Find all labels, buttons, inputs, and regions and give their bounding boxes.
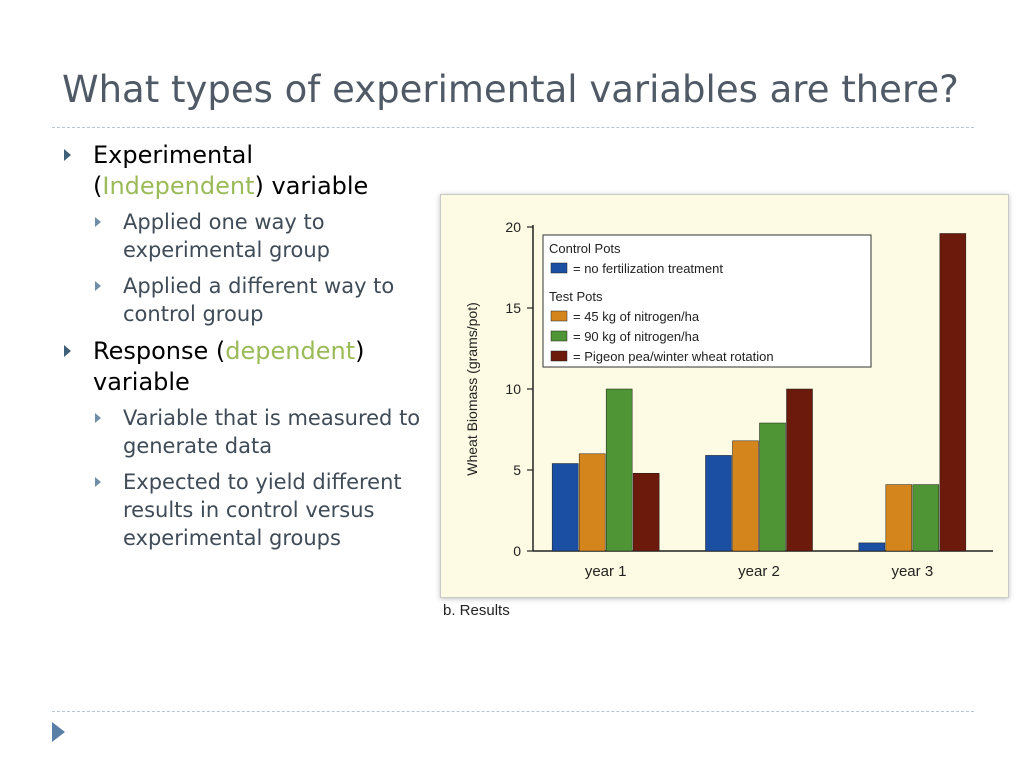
sub-bullet-list: Applied one way to experimental group Ap… bbox=[93, 208, 430, 328]
slide-title: What types of experimental variables are… bbox=[62, 68, 959, 111]
bullet-arrow-icon bbox=[64, 149, 71, 161]
bar bbox=[759, 422, 786, 552]
sub-bullet-text: Variable that is measured to generate da… bbox=[123, 406, 421, 458]
y-tick-label: 5 bbox=[513, 462, 521, 478]
legend-swatch bbox=[550, 330, 568, 342]
bullet-arrow-icon bbox=[64, 345, 71, 357]
legend-swatch bbox=[550, 262, 568, 274]
legend-entry: = Pigeon pea/winter wheat rotation bbox=[573, 349, 774, 364]
bar bbox=[939, 233, 967, 552]
legend-entry: = no fertilization treatment bbox=[573, 261, 723, 276]
bar-chart: 0 5 10 15 20 Wheat Biomass (grams/pot) year 1 y… bbox=[464, 219, 993, 580]
figure-caption: b. Results bbox=[443, 602, 510, 619]
x-tick-label: year 3 bbox=[891, 563, 933, 580]
sub-bullet-arrow-icon bbox=[95, 217, 101, 227]
title-divider bbox=[52, 127, 974, 128]
bar bbox=[605, 388, 633, 552]
footer-divider bbox=[52, 711, 974, 712]
legend-entry: = 90 kg of nitrogen/ha bbox=[573, 329, 700, 344]
legend-heading: Control Pots bbox=[549, 241, 621, 256]
sub-bullet-arrow-icon bbox=[95, 281, 101, 291]
sub-bullet: Variable that is measured to generate da… bbox=[93, 404, 430, 460]
sub-bullet-text: Applied one way to experimental group bbox=[123, 210, 330, 262]
bar bbox=[786, 388, 813, 552]
legend-entry: = 45 kg of nitrogen/ha bbox=[573, 309, 700, 324]
bar bbox=[885, 484, 913, 552]
chart-figure: 0 5 10 15 20 Wheat Biomass (grams/pot) year 1 y… bbox=[440, 194, 1009, 598]
highlight-term: dependent bbox=[225, 337, 356, 365]
sub-bullet-text: Expected to yield different results in c… bbox=[123, 470, 402, 550]
legend-heading: Test Pots bbox=[549, 289, 603, 304]
y-tick-label: 10 bbox=[505, 381, 521, 397]
bullet-dependent-variable: Response (dependent) variable Variable t… bbox=[60, 336, 430, 552]
next-slide-icon[interactable] bbox=[52, 722, 65, 742]
y-axis-label: Wheat Biomass (grams/pot) bbox=[464, 302, 480, 476]
bullet-text-prefix: Experimental ( bbox=[93, 141, 254, 200]
bullet-independent-variable: Experimental (Independent) variable Appl… bbox=[60, 140, 430, 328]
x-tick-label: year 1 bbox=[585, 563, 627, 580]
legend-swatch bbox=[550, 350, 568, 362]
sub-bullet: Applied a different way to control group bbox=[93, 272, 430, 328]
y-tick-label: 0 bbox=[513, 543, 521, 559]
bullet-text-suffix: ) variable bbox=[93, 337, 365, 396]
sub-bullet-text: Applied a different way to control group bbox=[123, 274, 395, 326]
y-tick-label: 20 bbox=[505, 219, 521, 235]
bullet-text-suffix: ) variable bbox=[254, 172, 369, 200]
bar bbox=[551, 463, 579, 552]
bar bbox=[632, 472, 660, 552]
bar bbox=[578, 453, 606, 552]
x-tick-label: year 2 bbox=[738, 563, 780, 580]
bar bbox=[705, 455, 732, 552]
sub-bullet-arrow-icon bbox=[95, 477, 101, 487]
sub-bullet: Expected to yield different results in c… bbox=[93, 468, 430, 552]
bar bbox=[858, 542, 886, 552]
sub-bullet-list: Variable that is measured to generate da… bbox=[93, 404, 430, 552]
bar bbox=[732, 440, 759, 552]
y-tick-label: 15 bbox=[505, 300, 521, 316]
bar bbox=[912, 484, 940, 552]
sub-bullet-arrow-icon bbox=[95, 413, 101, 423]
sub-bullet: Applied one way to experimental group bbox=[93, 208, 430, 264]
bullet-text-prefix: Response ( bbox=[93, 337, 226, 365]
bullet-list: Experimental (Independent) variable Appl… bbox=[60, 140, 430, 560]
legend-box bbox=[542, 234, 872, 368]
legend-swatch bbox=[550, 310, 568, 322]
highlight-term: Independent bbox=[102, 172, 255, 200]
